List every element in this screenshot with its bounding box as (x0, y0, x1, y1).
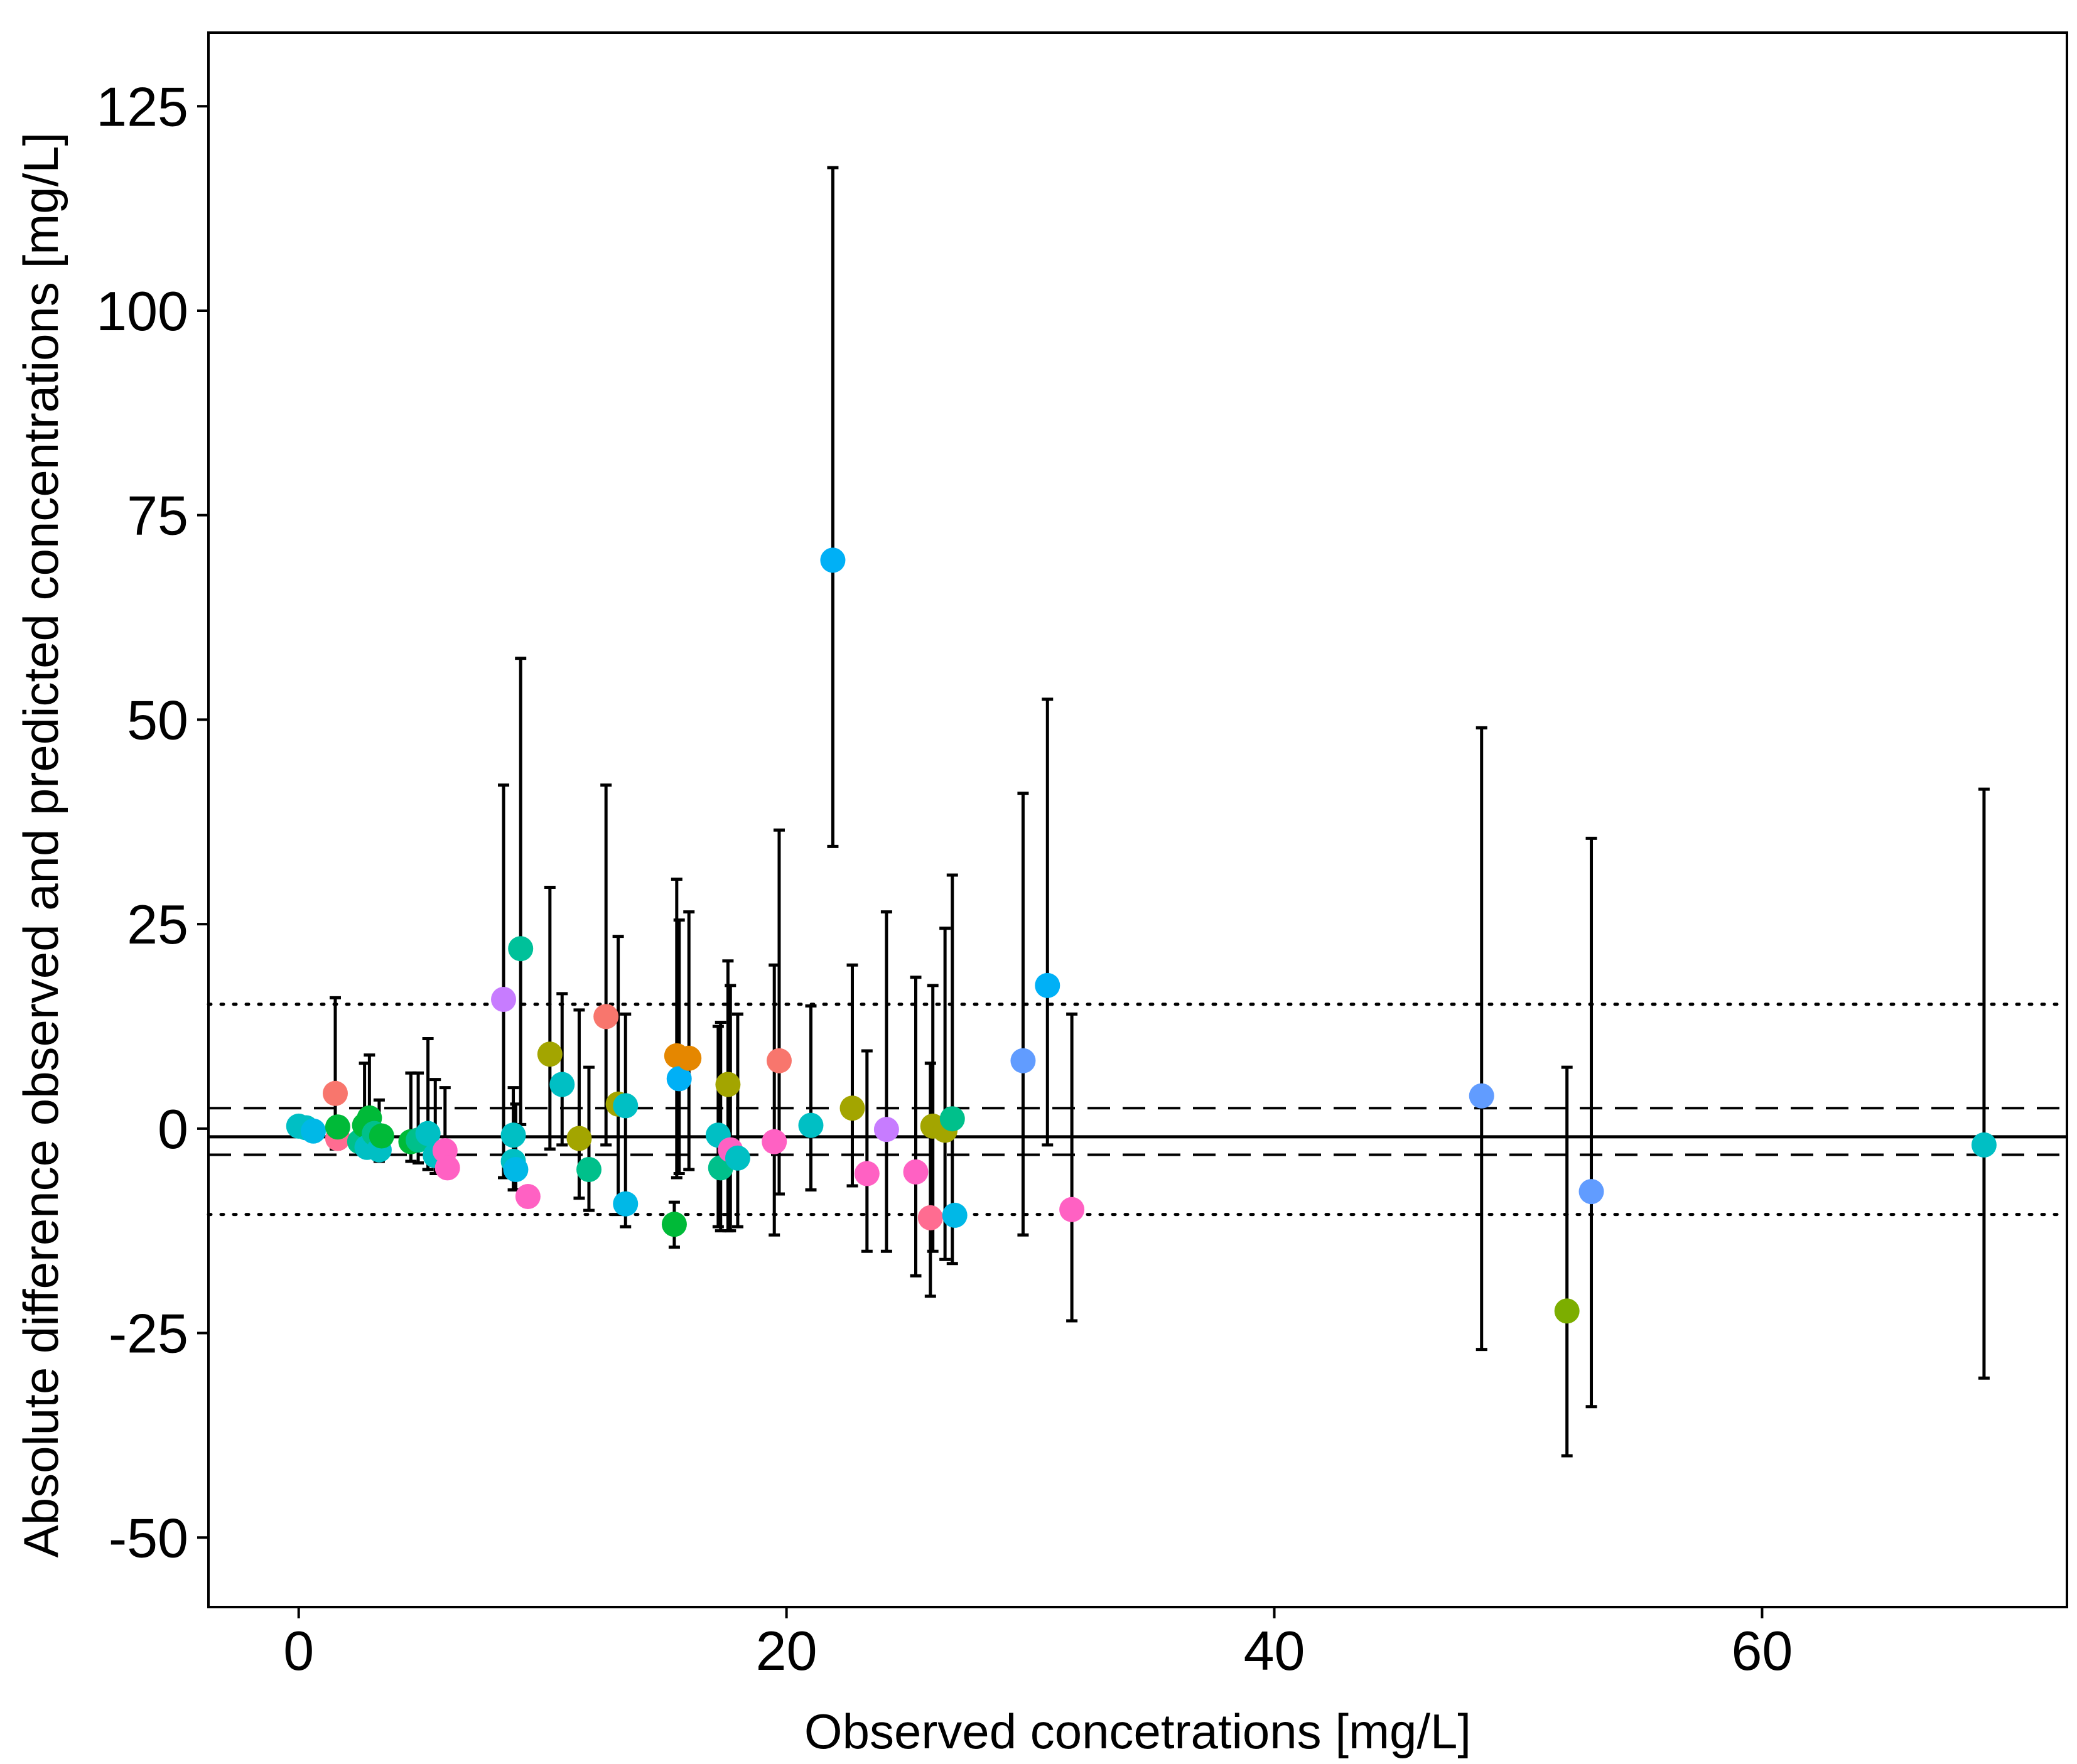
error-bars (329, 166, 1990, 1458)
data-point (820, 547, 846, 573)
error-bar (1978, 787, 1990, 1380)
data-point (613, 1191, 639, 1217)
error-bar (731, 1012, 743, 1229)
error-bar (1066, 1012, 1078, 1323)
data-point (549, 1072, 575, 1097)
error-bar (1561, 1065, 1573, 1458)
data-point (1059, 1197, 1085, 1222)
data-point (1010, 1048, 1036, 1073)
y-tick-label: 75 (127, 485, 188, 547)
data-point (322, 1080, 348, 1106)
data-point (593, 1004, 619, 1030)
error-bar (861, 1049, 873, 1253)
y-axis-ticks: 125 100 75 50 25 0 -25 -50 (96, 75, 208, 1569)
data-point (613, 1093, 639, 1119)
data-point (854, 1161, 880, 1186)
error-bar (556, 992, 568, 1147)
data-point (491, 986, 517, 1012)
error-bar (544, 885, 556, 1151)
error-bar (939, 927, 951, 1261)
data-point (798, 1112, 824, 1138)
x-tick-label: 0 (283, 1620, 314, 1682)
data-point (566, 1126, 592, 1151)
data-point (942, 1202, 968, 1228)
error-bar (725, 984, 736, 1233)
data-point (766, 1048, 792, 1073)
data-point (508, 936, 534, 962)
y-tick-label: 50 (127, 689, 188, 751)
y-tick-label: 25 (127, 893, 188, 955)
y-axis-title: Absolute difference observed and predict… (13, 132, 68, 1558)
data-point (515, 1183, 541, 1209)
data-point (1971, 1132, 1997, 1158)
data-point (873, 1117, 899, 1143)
data-point (903, 1159, 929, 1185)
data-point (434, 1155, 460, 1181)
data-point (1554, 1298, 1580, 1324)
data-point (939, 1106, 965, 1132)
data-point (415, 1121, 441, 1146)
x-tick-label: 60 (1731, 1620, 1793, 1682)
error-bar (880, 910, 892, 1253)
y-tick-label: 100 (96, 280, 188, 342)
y-tick-label: -50 (109, 1507, 188, 1569)
plot-panel-border (207, 31, 2068, 1608)
error-bar (683, 910, 695, 1171)
error-bar (600, 783, 612, 1147)
y-tick-label: 125 (96, 75, 188, 137)
data-point (661, 1212, 687, 1237)
error-bar (1475, 726, 1487, 1352)
data-point (839, 1095, 865, 1121)
error-bar (612, 935, 624, 1217)
x-tick-label: 40 (1244, 1620, 1305, 1682)
reference-lines (207, 1003, 2069, 1217)
data-points (286, 547, 1997, 1324)
error-bar (910, 976, 922, 1277)
data-point (1469, 1083, 1494, 1109)
x-axis-title: Observed concetrations [mg/L] (804, 1704, 1471, 1759)
data-point (500, 1122, 526, 1148)
x-tick-label: 20 (756, 1620, 817, 1682)
error-bar (946, 873, 958, 1266)
data-point (1035, 972, 1060, 998)
data-point (1578, 1179, 1604, 1205)
error-bar (671, 877, 682, 1180)
data-point (917, 1205, 943, 1230)
data-point (537, 1041, 563, 1067)
data-point (666, 1066, 692, 1092)
error-bar (846, 963, 858, 1188)
error-bar (498, 783, 510, 1180)
data-point (715, 1072, 741, 1097)
error-bar (805, 1004, 817, 1192)
error-bar (1017, 792, 1029, 1237)
y-tick-label: -25 (109, 1303, 188, 1365)
data-point (301, 1118, 326, 1144)
error-bar (1585, 836, 1597, 1409)
data-point (503, 1156, 529, 1182)
data-point (369, 1123, 394, 1149)
data-point (576, 1156, 602, 1182)
error-bar (1042, 697, 1054, 1147)
data-point (676, 1045, 702, 1071)
error-bar (515, 657, 527, 1126)
x-axis-ticks: 0 20 40 60 (283, 1607, 1793, 1682)
error-bar (827, 166, 839, 848)
data-point (725, 1145, 750, 1171)
data-point (762, 1129, 787, 1154)
y-tick-label: 0 (158, 1098, 188, 1160)
data-point (325, 1114, 350, 1140)
